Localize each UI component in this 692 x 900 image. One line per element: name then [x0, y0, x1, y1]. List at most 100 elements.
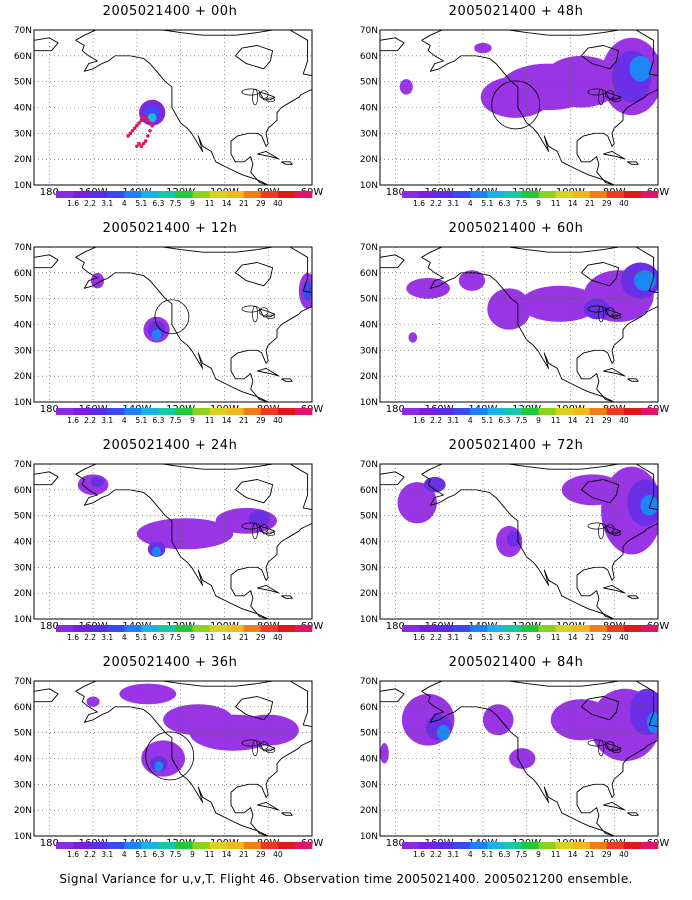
colorbar-swatch	[260, 842, 279, 849]
colorbar-label: 2.2	[84, 850, 96, 859]
colorbar-label: 1.6	[67, 633, 79, 642]
coastline	[75, 681, 312, 836]
coastline	[627, 378, 639, 382]
map-frame	[379, 463, 659, 620]
lon-tick-label: 180	[386, 187, 405, 198]
colorbar-swatch	[90, 842, 108, 849]
colorbar-swatch	[504, 408, 522, 415]
colorbar-swatch	[141, 842, 159, 849]
colorbar-swatch	[623, 625, 642, 632]
colorbar-label: 3.1	[101, 199, 113, 208]
colorbar-swatch	[504, 191, 522, 198]
colorbar-label: 14	[222, 199, 232, 208]
colorbar-label: 1.6	[67, 416, 79, 425]
colorbar-swatch	[470, 842, 488, 849]
observation-dot	[141, 141, 146, 146]
observation-dot	[137, 141, 141, 146]
colorbar-swatch	[572, 191, 591, 198]
map-frame	[379, 29, 659, 186]
lat-tick-label: 20N	[14, 372, 32, 382]
observation-dot	[150, 123, 155, 128]
colorbar-label: 7.5	[169, 199, 181, 208]
lat-tick-label: 40N	[360, 104, 378, 114]
colorbar-label: 3.1	[101, 633, 113, 642]
colorbar-label: 14	[568, 850, 578, 859]
colorbar-label: 14	[568, 633, 578, 642]
map-frame	[33, 463, 313, 620]
colorbar-label: 11	[551, 416, 561, 425]
lat-tick-label: 10N	[14, 181, 32, 191]
lat-tick-label: 70N	[360, 460, 378, 470]
coastline	[421, 681, 658, 836]
colorbar-swatch	[226, 408, 245, 415]
colorbar-label: 5.1	[135, 850, 147, 859]
panel-title: 2005021400 + 48h	[448, 4, 584, 19]
observation-dot	[143, 139, 148, 143]
colorbar-swatch	[73, 625, 91, 632]
variance-contour	[506, 531, 521, 547]
map-canvas: 70N60N50N40N30N20N10N180160W140W120W100W…	[14, 26, 324, 208]
lat-tick-label: 40N	[360, 755, 378, 765]
colorbar-label: 7.5	[169, 633, 181, 642]
colorbar-label: 29	[256, 199, 266, 208]
colorbar-swatch	[555, 408, 573, 415]
lon-tick-label: 180	[40, 187, 59, 198]
lake-outline	[611, 748, 622, 753]
colorbar-label: 29	[602, 850, 612, 859]
colorbar-swatch	[402, 191, 420, 198]
lat-tick-label: 50N	[360, 729, 378, 739]
colorbar-swatch	[277, 408, 296, 415]
colorbar-label: 6.3	[498, 416, 510, 425]
coastline	[75, 247, 312, 402]
colorbar-swatch	[107, 408, 125, 415]
variance-contour	[303, 280, 312, 302]
colorbar-swatch	[277, 191, 296, 198]
colorbar-swatch	[158, 408, 176, 415]
colorbar-swatch	[175, 842, 193, 849]
colorbar-swatch	[192, 408, 210, 415]
map-panel: 2005021400 + 12h 70N 60N 50N 40N 30N 20N 10N 180…	[0, 217, 340, 432]
colorbar-swatch	[453, 625, 471, 632]
colorbar-swatch	[572, 842, 591, 849]
colorbar-label: 6.3	[152, 633, 164, 642]
colorbar-swatch	[623, 408, 642, 415]
lat-tick-label: 60N	[14, 269, 32, 279]
colorbar-swatch	[487, 191, 505, 198]
map-panel: 2005021400 + 24h 70N 60N 50N 40N 30N 20N 10N 180…	[0, 434, 340, 649]
coastline	[235, 45, 274, 70]
colorbar-label: 14	[568, 416, 578, 425]
colorbar-label: 6.3	[498, 633, 510, 642]
colorbar-swatch	[175, 625, 193, 632]
colorbar-swatch	[260, 625, 279, 632]
colorbar-label: 14	[222, 633, 232, 642]
lat-tick-label: 70N	[360, 243, 378, 253]
coastline	[421, 247, 658, 402]
colorbar-label: 21	[585, 850, 595, 859]
lake-outline	[611, 314, 622, 319]
variance-contour	[237, 714, 299, 746]
coastline	[34, 37, 59, 52]
variance-contour	[408, 332, 418, 343]
lat-tick-label: 10N	[360, 398, 378, 408]
lake-outline	[587, 522, 606, 530]
colorbar-label: 7.5	[515, 416, 527, 425]
lat-tick-label: 20N	[360, 589, 378, 599]
colorbar-swatch	[209, 625, 227, 632]
lat-tick-label: 40N	[360, 321, 378, 331]
colorbar-label: 1.6	[413, 416, 425, 425]
coastline	[603, 150, 626, 160]
lat-tick-label: 10N	[360, 615, 378, 625]
colorbar-swatch	[226, 191, 245, 198]
variance-contour	[583, 298, 610, 320]
flight-circle	[145, 731, 195, 781]
panel-title: 2005021400 + 36h	[102, 655, 238, 670]
panel-title: 2005021400 + 60h	[448, 221, 584, 236]
lat-tick-label: 70N	[360, 677, 378, 687]
coastline	[421, 464, 658, 619]
colorbar-swatch	[572, 625, 591, 632]
lon-tick-label: 180	[40, 621, 59, 632]
colorbar-swatch	[56, 191, 74, 198]
colorbar-swatch	[107, 842, 125, 849]
coastline	[380, 254, 405, 269]
colorbar-swatch	[175, 408, 193, 415]
